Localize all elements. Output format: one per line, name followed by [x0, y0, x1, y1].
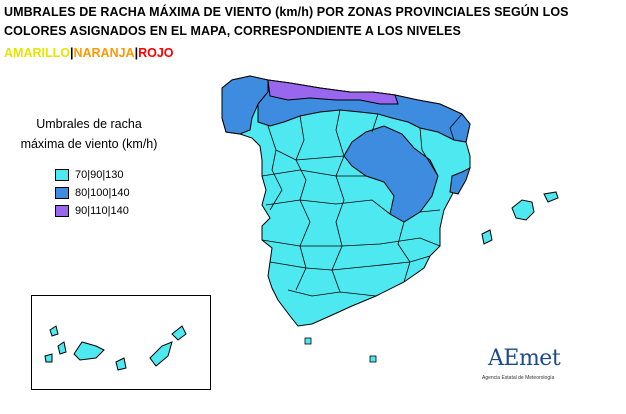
east-coast-zone[interactable] [449, 167, 471, 195]
level-separator: | [134, 46, 139, 60]
legend-item: 80|100|140 [55, 184, 130, 202]
province-borders [261, 109, 463, 297]
canary-islands-inset-frame [31, 295, 211, 390]
legend: 70|90|130 80|100|140 90|110|140 [55, 166, 130, 220]
level-yellow-label: AMARILLO [4, 46, 70, 60]
legend-swatch-purple [55, 205, 69, 217]
ceuta-zone[interactable] [304, 337, 312, 345]
legend-title: Umbrales de racha máxima de viento (km/h… [20, 117, 158, 151]
legend-label: 70|90|130 [75, 169, 124, 181]
canary-islands[interactable] [44, 325, 187, 371]
balearic-islands[interactable] [481, 191, 559, 245]
legend-item: 90|110|140 [55, 202, 130, 220]
galicia-coast-zone[interactable] [221, 75, 269, 135]
legend-swatch-blue [55, 187, 69, 199]
logo-wordmark: AEmet [488, 346, 561, 371]
level-separator: | [69, 46, 74, 60]
legend-item: 70|90|130 [55, 166, 130, 184]
warning-levels: AMARILLO|NARANJA|ROJO [4, 46, 174, 60]
legend-label: 80|100|140 [75, 187, 130, 199]
legend-swatch-cyan [55, 169, 69, 181]
level-orange-label: NARANJA [73, 46, 135, 60]
map-title: UMBRALES DE RACHA MÁXIMA DE VIENTO (km/h… [4, 5, 569, 38]
melilla-zone[interactable] [369, 355, 377, 363]
level-red-label: ROJO [138, 46, 174, 60]
cantabrian-coast-zone[interactable] [267, 79, 399, 105]
legend-label: 90|110|140 [75, 205, 129, 217]
logo-subtitle: Agencia Estatal de Meteorología [482, 375, 555, 381]
aemet-logo: AEmet Agencia Estatal de Meteorología [478, 346, 568, 388]
